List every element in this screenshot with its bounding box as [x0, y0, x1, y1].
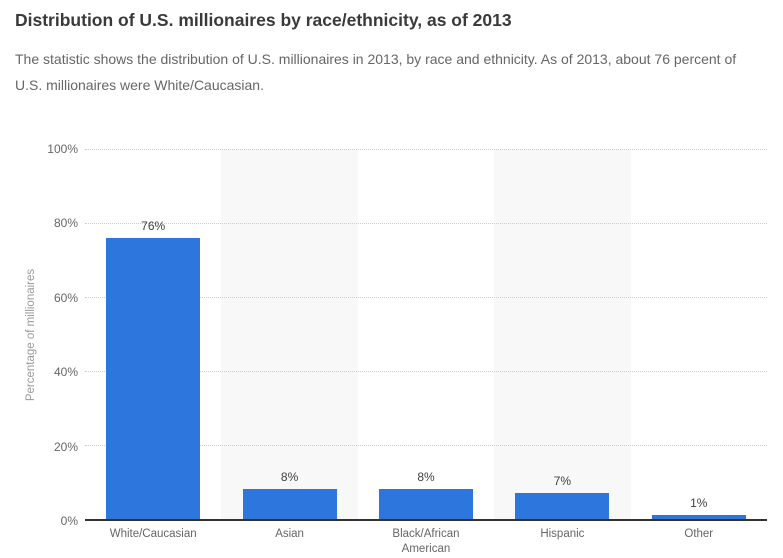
bar-value-label: 8% [280, 470, 299, 485]
y-axis: 0% 20% 40% 60% 80% 100% [0, 142, 78, 528]
bar-column: 8% [358, 149, 494, 519]
bar-value-label: 1% [690, 496, 708, 511]
x-axis-label-text: White/Caucasian [109, 528, 197, 540]
x-axis-label: Black/African American [358, 527, 494, 557]
y-tick-label: 80% [53, 216, 78, 231]
y-tick-label: 100% [47, 142, 78, 156]
chart-subtitle: The statistic shows the distribution of … [15, 51, 737, 93]
gridline [85, 149, 767, 150]
plot-band [221, 149, 358, 519]
x-axis-label-text: Asian [275, 528, 304, 540]
bar-value-label: 76% [141, 218, 166, 233]
bar[interactable] [106, 237, 201, 519]
bar-column: 76% [85, 149, 221, 519]
x-axis-label: White/Caucasian [85, 527, 221, 557]
plot-band [494, 149, 631, 519]
bar-column: 7% [494, 149, 630, 519]
x-axis-label: Asian [221, 527, 357, 557]
x-axis-label-text: Hispanic [540, 528, 585, 540]
y-tick-label: 60% [53, 290, 78, 305]
x-axis-label-text: Other [684, 528, 714, 540]
x-axis-label: Hispanic [494, 527, 630, 557]
x-axis: White/Caucasian Asian Black/African Americ… [85, 527, 767, 557]
x-axis-label-text: Black/African American [392, 528, 460, 555]
bar-value-label: 7% [553, 474, 572, 489]
y-tick-label: 20% [53, 439, 78, 454]
gridline [85, 297, 767, 298]
chart-title: Distribution of U.S. millionaires by rac… [15, 10, 512, 30]
bar-column: 1% [631, 149, 767, 519]
x-axis-label: Other [631, 527, 767, 557]
gridline [85, 445, 767, 446]
gridline [85, 223, 767, 224]
y-tick-label: 40% [53, 365, 78, 380]
bar-column: 8% [221, 149, 357, 519]
y-tick-label: 0% [60, 514, 78, 528]
bar[interactable] [515, 493, 610, 519]
bar[interactable] [651, 515, 746, 519]
bar[interactable] [242, 489, 337, 519]
bar[interactable] [378, 489, 473, 519]
gridline [85, 371, 767, 372]
plot-area: 76% 8% 8% 7% 1% [85, 149, 767, 521]
bar-value-label: 8% [417, 470, 435, 485]
